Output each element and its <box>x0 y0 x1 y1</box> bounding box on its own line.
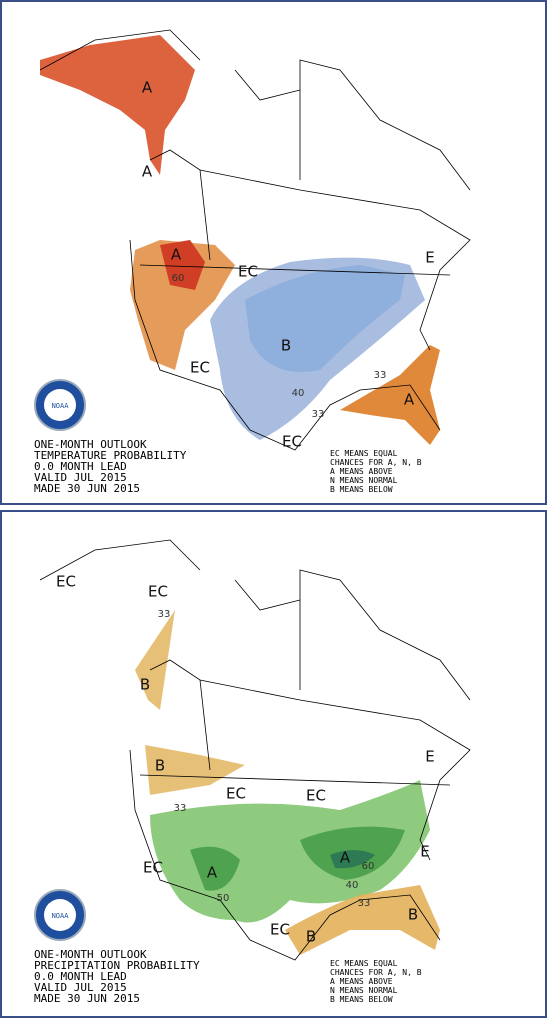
legend-text: N MEANS NORMAL <box>330 986 398 995</box>
outlook-text: VALID JUL 2015 <box>34 981 127 994</box>
map-label: E <box>425 249 434 267</box>
map-label: EC <box>143 859 163 877</box>
map-label: 60 <box>172 273 185 284</box>
map-label: 33 <box>174 803 187 814</box>
outlook-text: PRECIPITATION PROBABILITY <box>34 959 200 972</box>
map-label: B <box>408 906 418 924</box>
below-region <box>285 885 440 955</box>
above-region <box>340 345 440 445</box>
map-label: EC <box>238 263 258 281</box>
legend-text: N MEANS NORMAL <box>330 476 398 485</box>
legend-text: B MEANS BELOW <box>330 485 393 494</box>
outlook-text: MADE 30 JUN 2015 <box>34 992 140 1005</box>
map-label: B <box>140 676 150 694</box>
outlook-text: 0.0 MONTH LEAD <box>34 970 127 983</box>
map-label: EC <box>282 433 302 451</box>
below-region <box>145 745 245 795</box>
map-label: 33 <box>158 609 171 620</box>
map-label: EC <box>306 787 326 805</box>
map-label: EC <box>56 573 76 591</box>
outlook-text: 0.0 MONTH LEAD <box>34 460 127 473</box>
map-label: 50 <box>217 893 230 904</box>
boundary-lines <box>39 539 471 961</box>
map-label: EC <box>190 359 210 377</box>
map-label: A <box>340 849 351 867</box>
above-region <box>40 35 195 175</box>
below-region <box>135 610 175 710</box>
above-region <box>190 826 405 891</box>
legend-text: CHANCES FOR A, N, B <box>330 458 422 467</box>
map-label: 33 <box>312 409 325 420</box>
boundary-lines <box>39 29 471 451</box>
outlook-text: MADE 30 JUN 2015 <box>34 482 140 495</box>
above-region <box>330 850 375 869</box>
outlook-text: TEMPERATURE PROBABILITY <box>34 449 187 462</box>
logo-text: NOAA <box>52 402 70 410</box>
panel-frame <box>0 510 547 1018</box>
map-label: A <box>171 246 182 264</box>
map-label: 33 <box>358 898 371 909</box>
map-label: B <box>281 337 291 355</box>
map-label: E <box>420 843 429 861</box>
below-region <box>245 265 405 372</box>
map-label: A <box>404 391 415 409</box>
outlook-text: VALID JUL 2015 <box>34 471 127 484</box>
legend-text: A MEANS ABOVE <box>330 977 393 986</box>
map-label: 40 <box>346 880 359 891</box>
map-label: EC <box>148 583 168 601</box>
map-label: E <box>425 748 434 766</box>
noaa-logo-inner <box>44 899 76 931</box>
map-label: 60 <box>362 861 375 872</box>
map-label: A <box>142 163 153 181</box>
map-label: A <box>142 79 153 97</box>
outlook-text: ONE-MONTH OUTLOOK <box>34 948 147 961</box>
above-region <box>130 240 235 370</box>
map-label: B <box>155 757 165 775</box>
map-label: 33 <box>374 370 387 381</box>
map-label: 40 <box>292 388 305 399</box>
legend-text: EC MEANS EQUAL <box>330 449 398 458</box>
legend-text: B MEANS BELOW <box>330 995 393 1004</box>
above-region <box>160 240 205 290</box>
temperature-panel: A A A 60 EC B EC 40 33 33 A EC E NOAA ONE-MONTH OUTLOO… <box>0 0 547 505</box>
legend-text: EC MEANS EQUAL <box>330 959 398 968</box>
legend-text: A MEANS ABOVE <box>330 467 393 476</box>
map-label: B <box>306 928 316 946</box>
noaa-logo-inner <box>44 389 76 421</box>
map-label: A <box>207 864 218 882</box>
outlook-text: ONE-MONTH OUTLOOK <box>34 438 147 451</box>
map-label: EC <box>226 785 246 803</box>
legend-text: CHANCES FOR A, N, B <box>330 968 422 977</box>
logo-text: NOAA <box>52 912 70 920</box>
map-label: EC <box>270 921 290 939</box>
